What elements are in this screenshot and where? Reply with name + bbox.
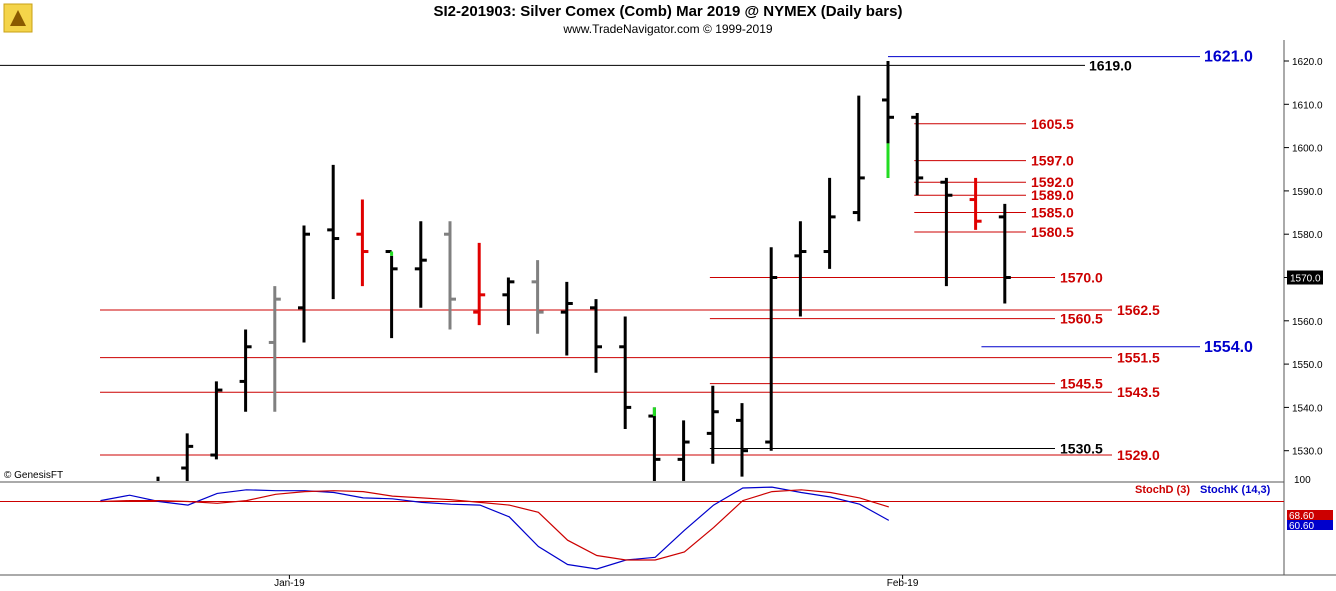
- price-tick-label: 1590.0: [1292, 187, 1323, 198]
- stochk-line: [100, 486, 890, 570]
- price-tick-label: 1540.0: [1292, 403, 1323, 414]
- chart-title: SI2-201903: Silver Comex (Comb) Mar 2019…: [433, 3, 903, 20]
- level-label: 1545.5: [1060, 376, 1103, 392]
- time-tick-label: Jan-19: [274, 578, 305, 589]
- time-tick-label: Feb-19: [887, 578, 919, 589]
- price-tick-label: 1550.0: [1292, 360, 1323, 371]
- level-label: 1562.5: [1117, 302, 1160, 318]
- level-label: 1530.5: [1060, 441, 1103, 457]
- level-label: 1570.0: [1060, 270, 1103, 286]
- price-tick-label: 1610.0: [1292, 100, 1323, 111]
- level-label: 1580.5: [1031, 224, 1074, 240]
- level-label: 1543.5: [1117, 384, 1160, 400]
- last-price-label: 1570.0: [1290, 274, 1321, 285]
- price-bars: [156, 61, 1011, 481]
- logo-icon: [3, 3, 33, 33]
- stoch-legend-item: StochD (3): [1135, 484, 1190, 496]
- price-tick-label: 1620.0: [1292, 57, 1323, 68]
- stochk-last-box: [1287, 520, 1333, 530]
- level-label: 1551.5: [1117, 350, 1160, 366]
- price-tick-label: 1560.0: [1292, 317, 1323, 328]
- stochk-last-label: 60.60: [1289, 521, 1314, 532]
- stochd-last-label: 68.60: [1289, 511, 1314, 522]
- chart-subtitle: www.TradeNavigator.com © 1999-2019: [563, 22, 773, 36]
- time-axis: Jan-19 Feb-19: [274, 575, 919, 589]
- stochd-last-box: [1287, 510, 1333, 520]
- level-label: 1621.0: [1204, 49, 1253, 66]
- level-label: 1529.0: [1117, 447, 1160, 463]
- level-label: 1560.5: [1060, 311, 1103, 327]
- level-label: 1597.0: [1031, 153, 1074, 169]
- stoch-tick-label: 100: [1294, 475, 1311, 486]
- stochd-line: [100, 489, 889, 561]
- level-label: 1589.0: [1031, 187, 1074, 203]
- level-label: 1585.0: [1031, 205, 1074, 221]
- watermark: © GenesisFT: [4, 470, 63, 481]
- level-label: 1554.0: [1204, 339, 1253, 356]
- stoch-legend-item: StochK (14,3): [1200, 484, 1271, 496]
- last-price-box: [1287, 270, 1323, 285]
- price-axis: 1530.0 1540.0 1550.0 1560.0 1570.0 1580.0 1590…: [1284, 57, 1323, 458]
- price-tick-label: 1580.0: [1292, 230, 1323, 241]
- price-tick-label: 1530.0: [1292, 447, 1323, 458]
- level-label: 1619.0: [1089, 57, 1132, 73]
- price-tick-label: 1600.0: [1292, 144, 1323, 155]
- level-label: 1592.0: [1031, 174, 1074, 190]
- level-label: 1605.5: [1031, 116, 1074, 132]
